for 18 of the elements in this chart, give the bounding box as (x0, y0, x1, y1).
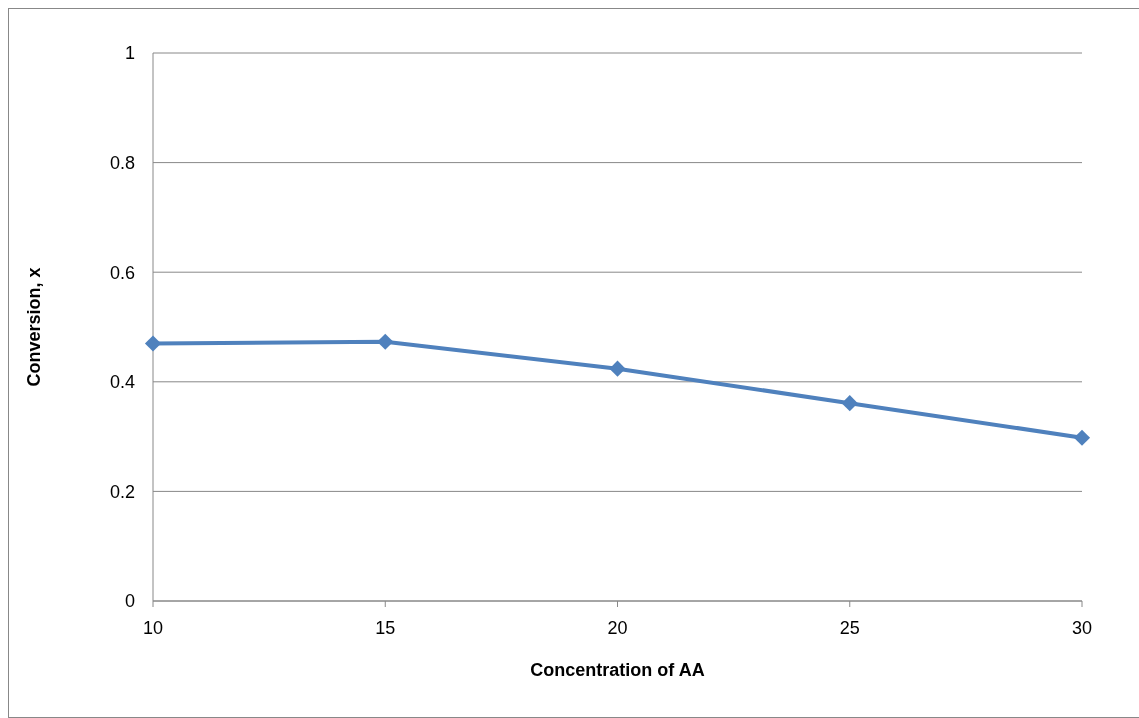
point (609, 360, 626, 377)
y-tick-label: 0.4 (109, 372, 135, 393)
point (144, 335, 162, 352)
y-tick-label: 0 (124, 591, 135, 612)
x-tick-label: 20 (607, 618, 628, 638)
point (377, 333, 394, 350)
y-axis-title: Conversion, x (24, 267, 44, 387)
y-tick-label: 1 (124, 43, 135, 64)
x-tick-label: 25 (839, 618, 860, 638)
point (1073, 429, 1091, 446)
y-tick-label: 0.6 (109, 262, 135, 283)
y-tick-label: 0.8 (109, 152, 135, 173)
y-tick-label: 0.2 (109, 481, 135, 502)
x-axis-title: Concentration of AA (530, 660, 705, 680)
x-tick-label: 30 (1071, 618, 1093, 638)
point (841, 395, 858, 412)
x-tick-label: 10 (142, 618, 164, 638)
x-tick-label: 15 (375, 618, 396, 638)
